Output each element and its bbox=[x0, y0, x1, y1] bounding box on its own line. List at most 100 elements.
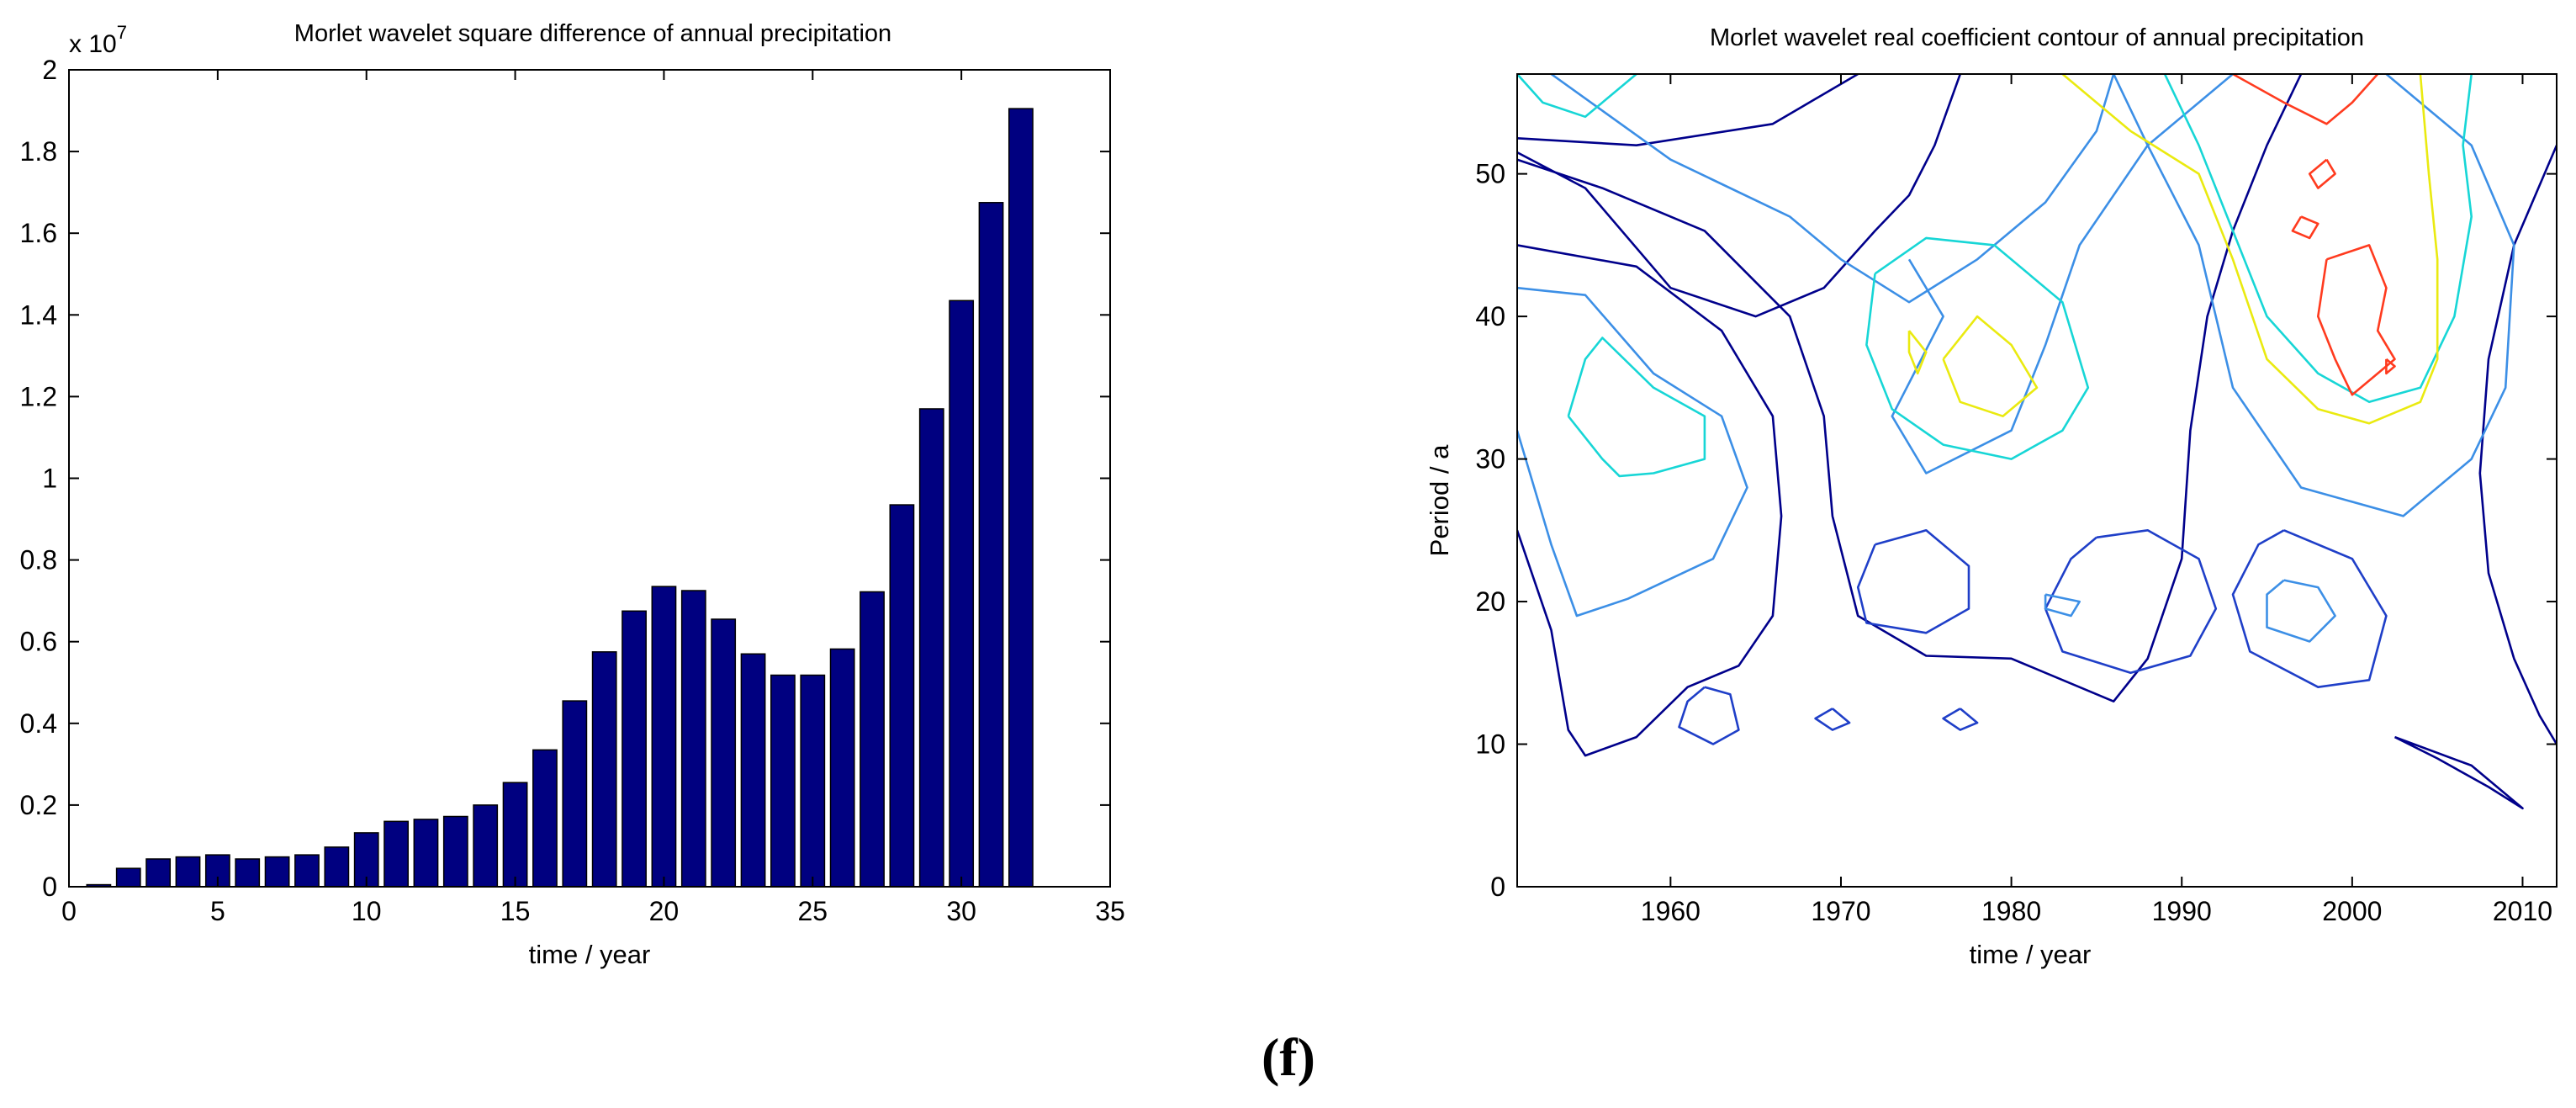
bar bbox=[651, 586, 677, 888]
contour-line bbox=[1865, 236, 2090, 460]
y-tick-label: 50 bbox=[1475, 159, 1505, 189]
bar bbox=[204, 854, 230, 888]
bar bbox=[294, 854, 320, 888]
contour-line bbox=[1517, 244, 1783, 757]
y-tick-label: 2 bbox=[42, 55, 57, 85]
contour-line bbox=[1907, 330, 1928, 375]
bar bbox=[383, 820, 409, 888]
contour-line bbox=[2044, 529, 2218, 675]
x-tick-label: 5 bbox=[210, 896, 225, 926]
contour-line bbox=[1567, 337, 1706, 478]
y-tick-label: 1.6 bbox=[20, 218, 57, 248]
bar bbox=[622, 610, 647, 888]
contour-line bbox=[1517, 74, 1962, 318]
y-tick-label: 0 bbox=[42, 872, 57, 902]
y-tick-label: 0.4 bbox=[20, 708, 57, 739]
contour-line bbox=[1942, 315, 2039, 417]
bar bbox=[740, 653, 766, 888]
bar bbox=[502, 782, 528, 888]
bar bbox=[235, 858, 261, 888]
y-tick-label: 30 bbox=[1475, 444, 1505, 474]
contour-line bbox=[2478, 145, 2557, 745]
bar-y-axis: 0 0.2 0.4 0.6 0.8 1 1.2 1.4 1.6 1.8 2 bbox=[20, 55, 1110, 902]
contour-line bbox=[2385, 358, 2396, 375]
y-tick-label: 0 bbox=[1490, 872, 1505, 902]
bar bbox=[949, 300, 975, 888]
y-tick-label: 1.2 bbox=[20, 381, 57, 411]
bar bbox=[264, 856, 290, 888]
y-tick-label: 0.2 bbox=[20, 790, 57, 820]
bar bbox=[829, 648, 855, 888]
contour-line bbox=[1814, 708, 1851, 731]
contour-line bbox=[1942, 708, 1979, 731]
contour-y-axis: 0 10 20 30 40 50 bbox=[1475, 159, 2557, 902]
panel-label: (f) bbox=[1262, 1027, 1315, 1087]
bar bbox=[442, 815, 468, 888]
contour-line bbox=[1678, 686, 1740, 745]
y-tick-label: 1 bbox=[42, 464, 57, 494]
bar bbox=[413, 819, 439, 888]
contour-line bbox=[2394, 735, 2524, 810]
x-tick-label: 35 bbox=[1095, 896, 1125, 926]
contour-x-axis: 1960 1970 1980 1990 2000 2010 bbox=[1641, 74, 2552, 926]
contour-line bbox=[2044, 593, 2081, 618]
bar bbox=[145, 858, 172, 888]
x-tick-label: 1970 bbox=[1811, 896, 1870, 926]
y-exponent-label: x 107 bbox=[69, 22, 127, 58]
y-tick-label: 1.4 bbox=[20, 300, 57, 330]
bar bbox=[324, 846, 350, 888]
contour-line bbox=[1517, 74, 2303, 702]
contour-line bbox=[2308, 158, 2336, 189]
contour-line bbox=[1856, 529, 1970, 634]
contour-y-axis-label: Period / a bbox=[1425, 444, 1454, 556]
bar bbox=[1008, 108, 1034, 888]
x-tick-label: 0 bbox=[61, 896, 77, 926]
y-tick-label: 20 bbox=[1475, 586, 1505, 617]
contour-line bbox=[2163, 74, 2473, 404]
contour-chart-title: Morlet wavelet real coefficient contour … bbox=[1710, 24, 2364, 51]
contour-line bbox=[1517, 286, 1748, 618]
bar bbox=[680, 590, 706, 888]
bar bbox=[591, 651, 617, 888]
bar bbox=[562, 700, 588, 888]
bar bbox=[860, 591, 885, 888]
y-tick-label: 40 bbox=[1475, 301, 1505, 331]
x-tick-label: 25 bbox=[797, 896, 828, 926]
contour-line bbox=[1517, 74, 1637, 119]
contour-line bbox=[1517, 74, 1859, 146]
contour-line bbox=[2266, 579, 2336, 643]
x-tick-label: 15 bbox=[500, 896, 531, 926]
bar bbox=[115, 867, 141, 888]
x-tick-label: 10 bbox=[352, 896, 382, 926]
contour-levels bbox=[1517, 74, 2557, 810]
bar bbox=[889, 504, 915, 888]
y-tick-label: 10 bbox=[1475, 729, 1505, 760]
contour-x-axis-label: time / year bbox=[1970, 940, 2092, 969]
y-tick-label: 0.6 bbox=[20, 627, 57, 657]
bar bbox=[800, 674, 826, 888]
bar bbox=[978, 202, 1004, 888]
x-tick-label: 2010 bbox=[2493, 896, 2552, 926]
contour-plot-frame bbox=[1516, 73, 2557, 888]
contour-line bbox=[2317, 244, 2396, 396]
x-tick-label: 20 bbox=[649, 896, 680, 926]
bar bbox=[175, 856, 201, 888]
contour-line bbox=[1550, 74, 2115, 304]
y-tick-label: 0.8 bbox=[20, 545, 57, 575]
bar bbox=[770, 674, 796, 888]
contour-line bbox=[2232, 74, 2379, 125]
x-tick-label: 2000 bbox=[2322, 896, 2382, 926]
x-tick-label: 1980 bbox=[1981, 896, 2041, 926]
bar-series bbox=[86, 108, 1034, 888]
bar bbox=[918, 408, 944, 888]
contour-line bbox=[2291, 215, 2319, 240]
x-tick-label: 30 bbox=[946, 896, 976, 926]
bar-x-axis-label: time / year bbox=[529, 940, 651, 969]
bar-chart: Morlet wavelet square difference of annu… bbox=[20, 20, 1125, 969]
x-tick-label: 1960 bbox=[1641, 896, 1701, 926]
contour-line bbox=[1891, 74, 2234, 474]
bar-chart-title: Morlet wavelet square difference of annu… bbox=[294, 20, 891, 47]
bar-x-axis: 0 5 10 15 20 25 30 35 bbox=[61, 70, 1125, 926]
contour-line bbox=[2231, 529, 2388, 688]
